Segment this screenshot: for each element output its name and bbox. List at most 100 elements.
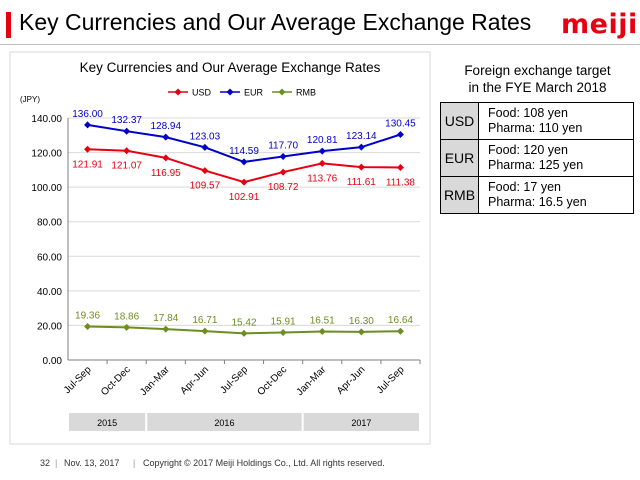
data-label-usd: 109.57 bbox=[190, 181, 221, 192]
fx-pharma: Pharma: 16.5 yen bbox=[488, 195, 587, 209]
data-point-eur bbox=[123, 127, 131, 135]
data-point-usd bbox=[162, 154, 170, 162]
data-point-rmb bbox=[240, 329, 248, 337]
fx-target-title: Foreign exchange target in the FYE March… bbox=[440, 62, 635, 96]
fx-pharma: Pharma: 110 yen bbox=[488, 121, 583, 135]
fx-values: Food: 108 yen Pharma: 110 yen bbox=[478, 102, 634, 140]
data-label-eur: 120.81 bbox=[307, 135, 338, 146]
fx-target-title-line2: in the FYE March 2018 bbox=[468, 80, 607, 95]
data-label-rmb: 16.30 bbox=[349, 316, 374, 327]
data-label-eur: 128.94 bbox=[150, 121, 181, 132]
footer-date: Nov. 13, 2017 bbox=[64, 458, 120, 468]
x-tick-label: Jul-Sep bbox=[218, 364, 250, 396]
x-tick-label: Jul-Sep bbox=[375, 364, 407, 396]
data-point-rmb bbox=[396, 327, 404, 335]
data-point-rmb bbox=[318, 327, 326, 335]
y-tick-label: 0.00 bbox=[43, 356, 63, 367]
fx-currency: EUR bbox=[440, 139, 479, 177]
header-divider bbox=[0, 44, 640, 45]
data-point-usd bbox=[396, 163, 404, 171]
data-point-eur bbox=[279, 153, 287, 161]
data-point-eur bbox=[162, 133, 170, 141]
data-point-rmb bbox=[123, 323, 131, 331]
data-point-rmb bbox=[357, 328, 365, 336]
x-tick-label: Oct-Dec bbox=[99, 364, 133, 398]
data-label-eur: 123.14 bbox=[346, 131, 377, 142]
fx-food: Food: 108 yen bbox=[488, 106, 568, 120]
page-number: 32 bbox=[40, 458, 51, 468]
fx-row-usd: USD Food: 108 yen Pharma: 110 yen bbox=[440, 102, 634, 140]
page-title: Key Currencies and Our Average Exchange … bbox=[19, 9, 532, 35]
year-group-box bbox=[69, 413, 146, 431]
data-label-usd: 121.07 bbox=[111, 161, 142, 172]
legend-label: USD bbox=[192, 88, 212, 98]
data-label-usd: 111.61 bbox=[347, 177, 377, 188]
legend-label: RMB bbox=[296, 88, 316, 98]
x-tick-label: Apr-Jun bbox=[335, 364, 368, 397]
footer-copyright: Copyright © 2017 Meiji Holdings Co., Ltd… bbox=[143, 458, 385, 468]
y-tick-label: 100.00 bbox=[31, 183, 62, 194]
data-point-eur bbox=[201, 143, 209, 151]
data-point-usd bbox=[240, 178, 248, 186]
data-label-usd: 121.91 bbox=[72, 159, 103, 170]
year-group-box bbox=[303, 413, 419, 431]
data-label-usd: 116.95 bbox=[151, 168, 181, 179]
title-accent-bar bbox=[6, 12, 11, 38]
fx-values: Food: 17 yen Pharma: 16.5 yen bbox=[478, 176, 634, 214]
data-label-usd: 113.76 bbox=[307, 173, 337, 184]
data-point-rmb bbox=[201, 327, 209, 335]
data-point-usd bbox=[84, 145, 92, 153]
data-label-rmb: 16.64 bbox=[388, 315, 413, 326]
year-group-label: 2016 bbox=[214, 418, 234, 428]
y-tick-label: 120.00 bbox=[31, 149, 62, 160]
data-label-eur: 123.03 bbox=[190, 131, 221, 142]
data-point-usd bbox=[123, 147, 131, 155]
fx-currency: RMB bbox=[440, 176, 479, 214]
data-label-rmb: 17.84 bbox=[153, 313, 178, 324]
data-label-eur: 114.59 bbox=[229, 146, 259, 157]
meiji-logo: meiji bbox=[561, 9, 638, 40]
chart-title: Key Currencies and Our Average Exchange … bbox=[79, 60, 381, 75]
x-tick-label: Jul-Sep bbox=[62, 364, 94, 396]
data-point-rmb bbox=[84, 323, 92, 331]
data-point-usd bbox=[279, 168, 287, 176]
fx-pharma: Pharma: 125 yen bbox=[488, 158, 584, 172]
data-label-rmb: 15.42 bbox=[231, 317, 256, 328]
y-axis-label: (JPY) bbox=[20, 95, 40, 104]
y-tick-label: 20.00 bbox=[37, 321, 62, 332]
data-label-eur: 117.70 bbox=[268, 141, 298, 152]
legend-label: EUR bbox=[244, 88, 264, 98]
data-label-eur: 136.00 bbox=[72, 109, 103, 120]
footer-separator: | bbox=[55, 458, 58, 468]
data-label-usd: 111.38 bbox=[386, 177, 416, 188]
y-tick-label: 80.00 bbox=[37, 218, 62, 229]
footer-separator: | bbox=[133, 458, 136, 468]
fx-currency: USD bbox=[440, 102, 479, 140]
y-tick-label: 60.00 bbox=[37, 252, 62, 263]
x-tick-label: Jan-Mar bbox=[138, 364, 172, 398]
legend-marker bbox=[226, 88, 234, 96]
data-label-eur: 130.45 bbox=[385, 119, 416, 130]
legend-marker bbox=[174, 88, 182, 96]
data-label-usd: 108.72 bbox=[268, 182, 299, 193]
data-label-rmb: 15.91 bbox=[271, 316, 296, 327]
data-label-eur: 132.37 bbox=[111, 115, 142, 126]
fx-target-table: USD Food: 108 yen Pharma: 110 yen EUR Fo… bbox=[440, 102, 634, 214]
data-point-eur bbox=[240, 158, 248, 166]
data-label-rmb: 16.51 bbox=[310, 315, 335, 326]
chart-frame bbox=[9, 51, 431, 445]
year-group-label: 2015 bbox=[97, 418, 117, 428]
data-point-usd bbox=[201, 167, 209, 175]
data-point-rmb bbox=[162, 325, 170, 333]
legend-marker bbox=[278, 88, 286, 96]
fx-row-eur: EUR Food: 120 yen Pharma: 125 yen bbox=[440, 139, 634, 177]
data-point-usd bbox=[357, 163, 365, 171]
fx-food: Food: 120 yen bbox=[488, 143, 568, 157]
fx-target-title-line1: Foreign exchange target bbox=[464, 63, 611, 78]
data-point-usd bbox=[318, 159, 326, 167]
fx-row-rmb: RMB Food: 17 yen Pharma: 16.5 yen bbox=[440, 176, 634, 214]
x-tick-label: Jan-Mar bbox=[295, 364, 329, 398]
data-label-rmb: 18.86 bbox=[114, 311, 139, 322]
fx-food: Food: 17 yen bbox=[488, 180, 561, 194]
